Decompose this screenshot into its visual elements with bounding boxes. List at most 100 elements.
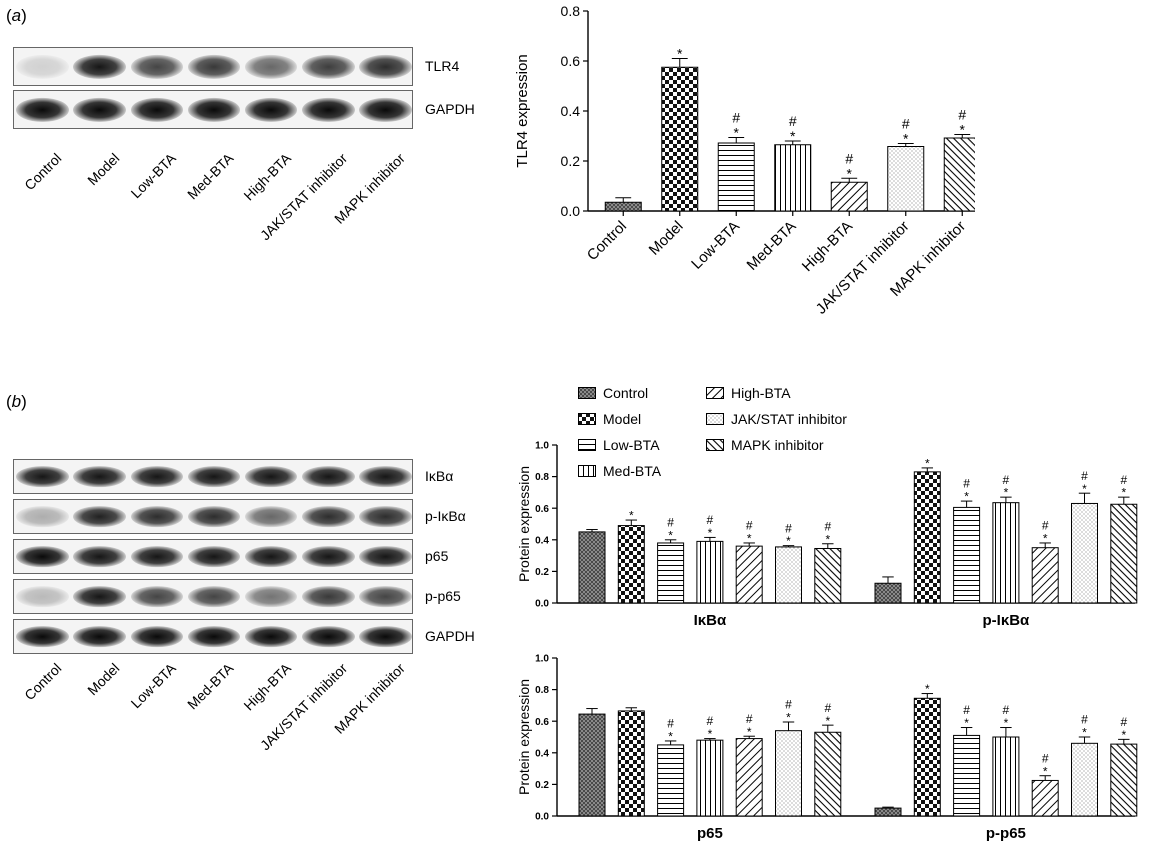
group-label: p-IκBα [983,612,1031,629]
blot-label-tlr4: TLR4 [425,57,460,74]
blot-band [73,505,126,528]
significance-star: * [1004,716,1009,730]
blot-row-p65 [13,539,413,574]
blot-band [187,505,241,528]
lane-label-model: Model [83,150,123,189]
significance-hash: # [824,701,831,715]
y-tick-label: 0.4 [535,748,549,759]
blot-band [359,505,412,528]
lane-label-control: Control [21,660,65,704]
bar [717,142,755,212]
bar [913,471,941,604]
significance-star: * [960,122,966,138]
bar [913,697,941,817]
x-tick-label: Model [646,218,687,259]
significance-hash: # [667,717,674,731]
significance-hash: # [732,110,740,126]
blot-band [244,625,298,648]
blot-row-tlr4 [13,47,413,86]
blot-band [359,545,412,568]
bar [578,713,606,817]
panel-a-label-close: ) [21,6,27,25]
bar [1071,502,1098,604]
y-tick-label: 0.0 [535,812,549,823]
legend-label: Control [603,385,649,401]
blot-band [187,625,241,648]
lane-label-med-bta: Med-BTA [183,150,237,203]
significance-star: * [629,509,634,523]
blot-label-p-p65: p-p65 [425,587,461,604]
legend-label: Low-BTA [603,437,660,453]
bar [992,736,1020,817]
significance-hash: # [1003,703,1010,717]
bar [953,506,981,604]
panel-b-label: (b) [6,392,27,412]
bar [657,744,685,817]
x-tick-label: High-BTA [799,218,856,275]
significance-star: * [708,526,713,540]
blot-band [130,97,184,122]
blot-band [130,545,184,568]
blot-label-p-i-b: p-IκBα [425,507,466,524]
bar [604,201,642,212]
significance-star: * [1004,486,1009,500]
blot-band [73,97,126,122]
legend-swatch [578,387,596,399]
y-tick-label: 0.0 [561,203,581,219]
blot-band [359,465,412,488]
blot-band [73,54,126,79]
blot-band [302,545,355,568]
significance-star: * [668,730,673,744]
significance-hash: # [902,116,910,132]
group-label: p65 [697,825,723,842]
significance-hash: # [707,513,714,527]
significance-hash: # [958,107,966,123]
blot-band [130,625,184,648]
blot-band [187,97,241,122]
bar [874,807,902,817]
bar [992,502,1020,604]
blot-label-gapdh: GAPDH [425,627,475,644]
panel-b-letter: b [11,392,22,411]
bar [661,66,699,212]
significance-star: * [1043,532,1048,546]
blot-band [16,545,69,568]
y-tick-label: 0.8 [535,472,549,483]
blot-row-gapdh [13,90,413,129]
blot-band [16,505,69,528]
x-tick-label: Low-BTA [688,218,743,273]
x-tick-label: Med-BTA [744,218,800,274]
significance-hash: # [746,519,753,533]
significance-star: * [668,528,673,542]
legend-item-control: Control [578,385,648,401]
y-tick-label: 0.4 [561,103,581,119]
y-tick-label: 0.2 [561,153,581,169]
significance-star: * [1082,726,1087,740]
significance-hash: # [845,150,853,166]
blot-band [359,585,412,608]
blot-band [16,54,69,79]
blot-label-i-b: IκBα [425,467,454,484]
blot-band [16,465,69,488]
y-tick-label: 0.2 [535,567,549,578]
bar [617,710,645,817]
lane-label-med-bta: Med-BTA [183,660,237,713]
blot-row-gapdh [13,619,413,654]
y-tick-label: 1.0 [535,441,549,452]
lane-label-high-bta: High-BTA [239,150,294,204]
significance-hash: # [746,712,753,726]
significance-hash: # [1120,473,1127,487]
y-tick-label: 0.8 [561,3,581,19]
significance-hash: # [1120,715,1127,729]
bar [696,540,724,604]
significance-hash: # [1003,473,1010,487]
significance-star: * [734,125,740,141]
bar [735,738,763,817]
significance-hash: # [707,714,714,728]
legend-label: High-BTA [731,385,791,401]
bar [775,730,802,817]
lane-label-low-bta: Low-BTA [127,150,180,202]
blot-row-p-i-b [13,499,413,534]
significance-star: * [786,711,791,725]
group-label: p-p65 [986,825,1026,842]
